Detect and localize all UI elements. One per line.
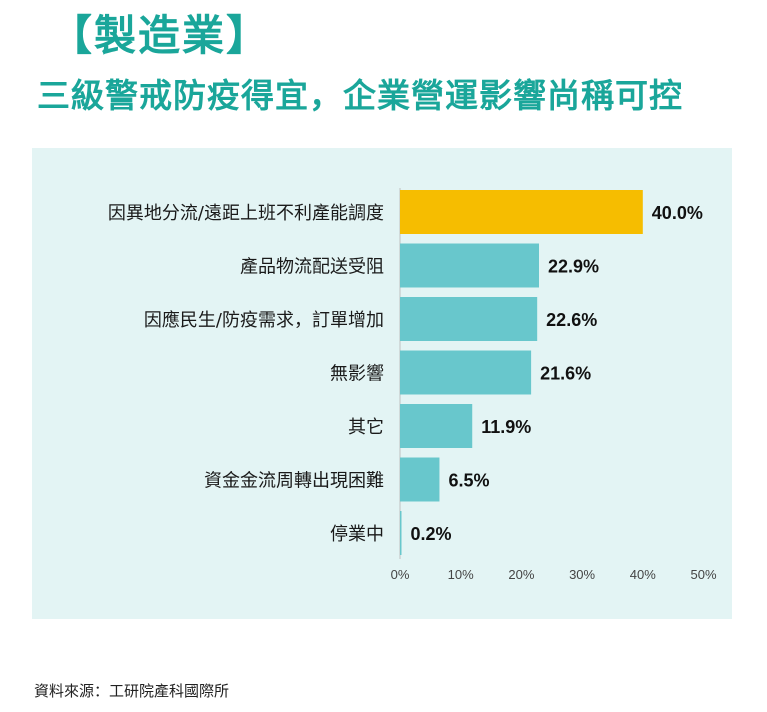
category-label-1: 產品物流配送受阻 [240, 257, 384, 278]
bar-2 [400, 297, 538, 341]
bar-3 [400, 350, 532, 395]
value-label-0: 40.0% [652, 203, 703, 223]
category-label-3: 無影響 [330, 364, 384, 385]
chart-panel: 因異地分流/遠距上班不利產能調度 40.0% 產品物流配送受阻 22.9% 因應民生/防… [32, 148, 732, 619]
x-tick-label-1: 10% [448, 567, 474, 582]
bar-6 [400, 511, 402, 555]
category-label-4: 其它 [348, 417, 384, 438]
value-label-1: 22.9% [548, 257, 599, 277]
bar-0 [400, 190, 643, 234]
x-tick-label-0: 0% [391, 567, 410, 582]
x-tick-label-3: 30% [569, 567, 595, 582]
category-label-5: 資金金流周轉出現困難 [204, 471, 384, 492]
bar-5 [400, 457, 440, 502]
x-tick-label-5: 50% [690, 567, 716, 582]
value-label-5: 6.5% [448, 471, 489, 491]
bar-1 [400, 243, 540, 288]
value-label-4: 11.9% [481, 417, 531, 437]
category-label-6: 停業中 [330, 524, 384, 545]
value-label-3: 21.6% [540, 364, 591, 384]
bar-chart: 因異地分流/遠距上班不利產能調度 40.0% 產品物流配送受阻 22.9% 因應民生/防… [108, 188, 717, 582]
x-tick-label-4: 40% [630, 567, 656, 582]
page-title: 【製造業】 [50, 11, 271, 60]
value-label-2: 22.6% [546, 310, 597, 330]
page-subtitle: 三級警戒防疫得宜，企業營運影響尚稱可控 [37, 76, 683, 115]
category-label-2: 因應民生/防疫需求，訂單增加 [144, 309, 384, 331]
category-label-0: 因異地分流/遠距上班不利產能調度 [108, 203, 384, 224]
source-note: 資料來源：工研院產科國際所 [34, 682, 230, 700]
bar-4 [400, 404, 473, 448]
x-tick-label-2: 20% [508, 567, 534, 582]
value-label-6: 0.2% [411, 524, 452, 544]
